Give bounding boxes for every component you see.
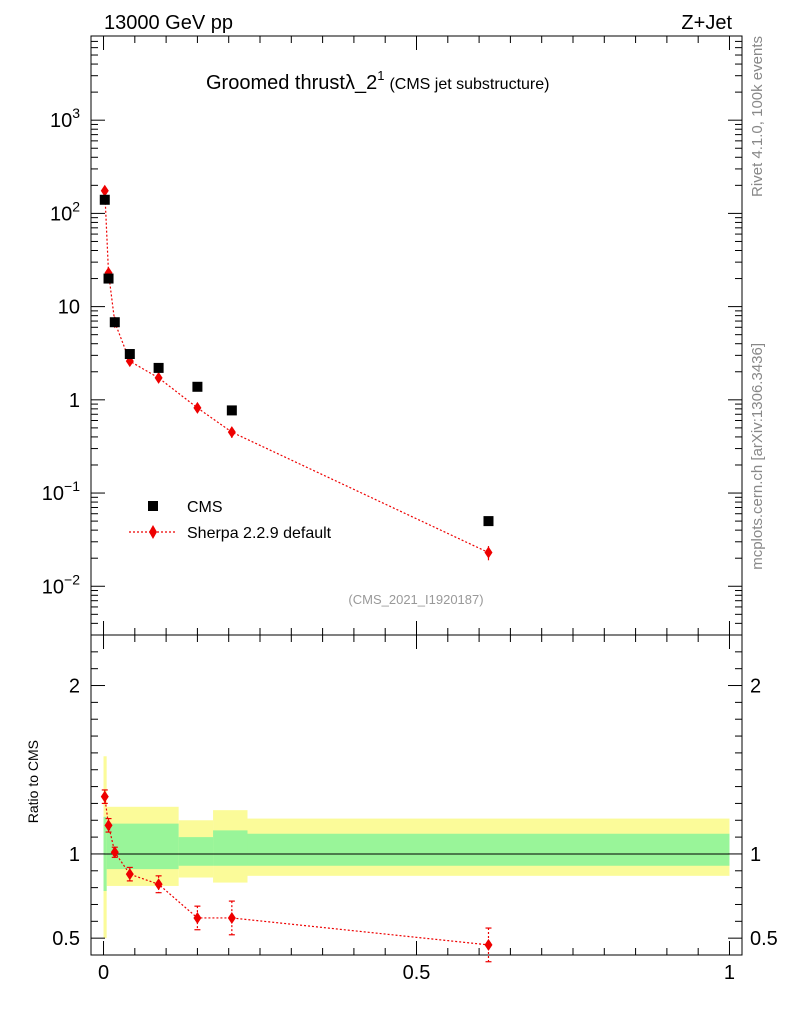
- process-label: Z+Jet: [681, 12, 732, 34]
- legend-data-marker: [148, 501, 158, 511]
- legend-mc-marker: [149, 525, 157, 539]
- mc-point: [100, 184, 109, 197]
- x-tick-label: 0: [98, 962, 109, 984]
- x-tick-labels: 0 0.5 1: [98, 962, 735, 984]
- ratio-point: [100, 790, 109, 803]
- ratio-y-tick-labels-right: 210.5: [750, 676, 778, 951]
- data-point: [226, 405, 237, 416]
- ratio-mc-series: [100, 789, 493, 963]
- data-point: [109, 317, 120, 328]
- mc-point: [227, 426, 236, 439]
- main-y-tick-label: 1: [69, 390, 80, 412]
- ratio-band-inner: [178, 837, 214, 866]
- title-main: Groomed thrust: [206, 72, 345, 94]
- main-ticks: [91, 35, 742, 636]
- legend: CMS Sherpa 2.2.9 default: [129, 499, 332, 542]
- data-point: [124, 349, 135, 360]
- x-tick-label: 1: [724, 962, 735, 984]
- main-y-tick-label: 10: [58, 297, 80, 319]
- ratio-point: [110, 846, 119, 859]
- mc-point: [193, 401, 202, 414]
- data-point: [99, 194, 110, 205]
- ratio-y-axis-label: Ratio to CMS: [25, 740, 41, 823]
- ratio-ticks: [91, 635, 742, 955]
- rivet-version-label: Rivet 4.1.0, 100k events: [749, 36, 766, 197]
- main-y-tick-label: 10−2: [42, 571, 80, 598]
- title-note: (CMS jet substructure): [389, 76, 549, 93]
- legend-data-label: CMS: [187, 499, 223, 516]
- ratio-uncertainty-bands: [103, 756, 730, 939]
- data-point: [103, 273, 114, 284]
- ratio-frame: [90, 634, 743, 956]
- ratio-point: [227, 911, 236, 924]
- ratio-y-tick-label-left: 1: [69, 844, 80, 866]
- title-lambda: λ_2: [345, 72, 377, 94]
- mc-point: [154, 371, 163, 384]
- analysis-label: (CMS_2021_I1920187): [348, 592, 483, 607]
- main-y-tick-label: 103: [50, 105, 80, 132]
- ratio-point: [125, 868, 134, 881]
- main-y-tick-label: 102: [50, 198, 80, 225]
- main-y-tick-label: 10−1: [42, 478, 80, 505]
- data-point: [192, 381, 203, 392]
- ratio-panel: 210.5 210.5 0 0.5 1 Ratio to CMS: [25, 634, 778, 984]
- data-series: [99, 194, 494, 527]
- data-point: [153, 362, 164, 373]
- ratio-y-tick-label-left: 0.5: [52, 928, 80, 950]
- main-frame: [90, 35, 743, 636]
- ratio-band-inner: [247, 833, 730, 866]
- ratio-point: [104, 819, 113, 832]
- data-point: [483, 516, 494, 527]
- ratio-point: [484, 938, 493, 951]
- beam-label: 13000 GeV pp: [104, 12, 233, 34]
- ratio-band-inner: [106, 823, 179, 870]
- ratio-band-inner: [213, 830, 248, 866]
- title-superscript: 1: [377, 68, 384, 83]
- legend-mc-label: Sherpa 2.2.9 default: [187, 525, 332, 542]
- ratio-y-tick-label-right: 1: [750, 844, 761, 866]
- plot-title: Groomed thrustλ_21 (CMS jet substructure): [206, 68, 549, 94]
- ratio-point: [154, 878, 163, 891]
- mcplots-reference-label: mcplots.cern.ch [arXiv:1306.3436]: [749, 343, 766, 570]
- ratio-mc-line: [104, 796, 489, 946]
- x-tick-label: 0.5: [403, 962, 431, 984]
- ratio-y-tick-label-left: 2: [69, 676, 80, 698]
- ratio-y-tick-labels: 210.5: [52, 676, 80, 951]
- ratio-y-tick-label-right: 0.5: [750, 928, 778, 950]
- ratio-y-tick-label-right: 2: [750, 676, 761, 698]
- ratio-point: [193, 911, 202, 924]
- mc-point: [484, 546, 493, 559]
